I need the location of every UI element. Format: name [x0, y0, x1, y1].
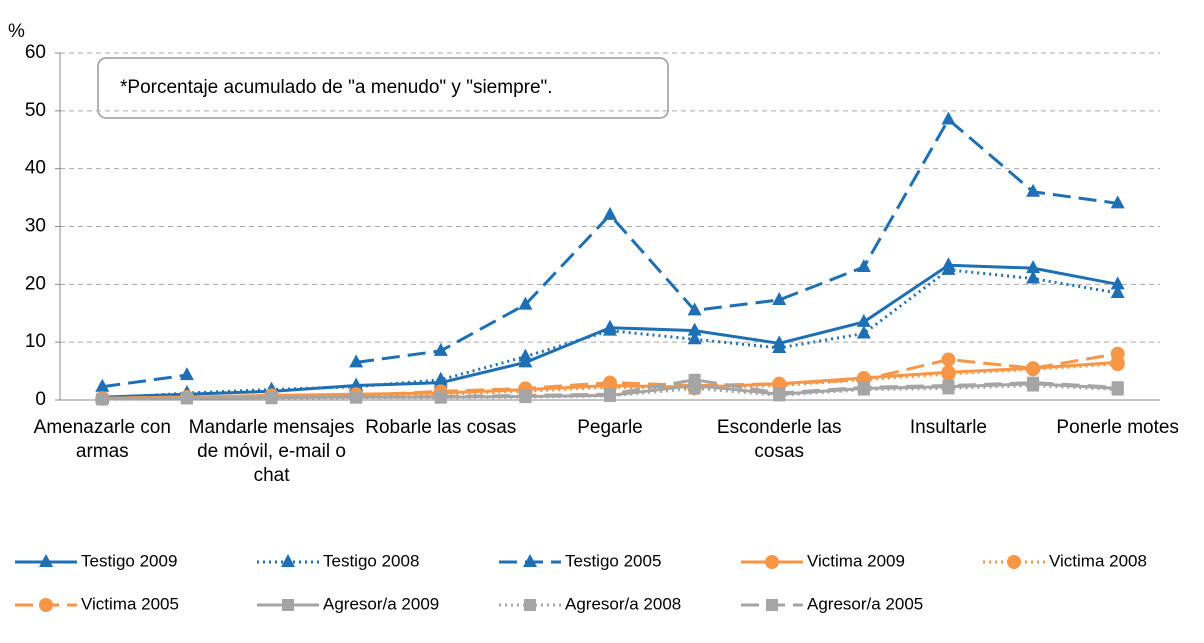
marker: [39, 554, 53, 567]
marker: [1026, 260, 1041, 274]
marker: [349, 354, 364, 368]
marker: [765, 555, 779, 569]
marker: [942, 379, 955, 392]
marker: [941, 261, 956, 275]
marker: [1110, 357, 1125, 372]
marker: [773, 387, 786, 400]
marker: [772, 291, 787, 305]
y-tick-label: 0: [35, 389, 46, 410]
x-tick-label: Robarle las cosas: [365, 417, 517, 438]
marker: [518, 296, 533, 310]
legend-label: Victima 2008: [1049, 551, 1147, 570]
marker: [941, 352, 956, 367]
y-tick-label: 60: [25, 42, 46, 63]
marker: [1111, 381, 1124, 394]
marker: [1110, 276, 1125, 290]
legend-label: Agresor/a 2005: [807, 594, 923, 613]
marker: [39, 598, 53, 612]
y-axis-label: %: [8, 21, 25, 42]
x-tick-label: Pegarle: [577, 417, 643, 438]
series-line: [355, 117, 1118, 364]
marker: [518, 348, 533, 362]
marker: [179, 367, 194, 381]
marker: [433, 371, 448, 385]
y-tick-label: 20: [25, 273, 46, 294]
x-tick-label: Mandarle mensajes de móvil, e-mail o cha…: [188, 417, 355, 486]
marker: [856, 313, 871, 327]
marker: [1026, 183, 1041, 197]
annotation: *Porcentaje acumulado de "a menudo" y "s…: [120, 77, 553, 98]
marker: [941, 111, 956, 125]
series: [96, 373, 1124, 405]
x-tick-label: Insultarle: [909, 417, 987, 438]
marker: [687, 322, 702, 336]
x-tick-label: Esconderle las cosas: [716, 417, 842, 462]
marker: [1026, 361, 1041, 376]
marker: [282, 599, 294, 611]
marker: [603, 375, 617, 390]
y-tick-label: 40: [25, 158, 46, 179]
legend-label: Testigo 2009: [81, 551, 177, 570]
marker: [688, 373, 701, 386]
marker: [1027, 376, 1040, 389]
series-line: [102, 373, 188, 389]
marker: [1026, 270, 1041, 284]
marker: [856, 325, 871, 339]
y-tick-label: 50: [25, 100, 46, 121]
y-tick-label: 10: [25, 331, 46, 352]
x-tick-label: Amenazarle con armas: [33, 417, 171, 462]
marker: [180, 392, 193, 405]
annotation-box: [97, 57, 669, 119]
marker: [1007, 555, 1021, 569]
series: [95, 111, 1125, 392]
legend-label: Agresor/a 2008: [565, 594, 681, 613]
marker: [96, 392, 109, 405]
marker: [772, 339, 787, 353]
legend-label: Victima 2005: [81, 594, 179, 613]
marker: [603, 322, 617, 336]
x-tick-label: Ponerle motes: [1056, 417, 1179, 438]
marker: [523, 554, 537, 567]
marker: [603, 206, 617, 220]
legend-label: Testigo 2005: [565, 551, 661, 570]
legend-label: Victima 2009: [807, 551, 905, 570]
marker: [857, 381, 870, 394]
marker: [519, 389, 532, 402]
marker: [856, 258, 871, 272]
marker: [604, 388, 616, 401]
marker: [265, 391, 278, 404]
marker: [766, 599, 778, 611]
y-tick-label: 30: [25, 216, 46, 237]
marker: [95, 378, 110, 392]
marker: [524, 599, 536, 611]
marker: [687, 302, 702, 316]
marker: [941, 366, 956, 381]
marker: [281, 554, 295, 567]
marker: [433, 342, 448, 356]
legend-label: Agresor/a 2009: [323, 594, 439, 613]
marker: [687, 331, 702, 345]
legend-label: Testigo 2008: [323, 551, 419, 570]
marker: [1110, 285, 1125, 299]
marker: [434, 390, 447, 403]
marker: [1110, 195, 1125, 209]
marker: [1110, 346, 1125, 361]
marker: [350, 391, 363, 404]
